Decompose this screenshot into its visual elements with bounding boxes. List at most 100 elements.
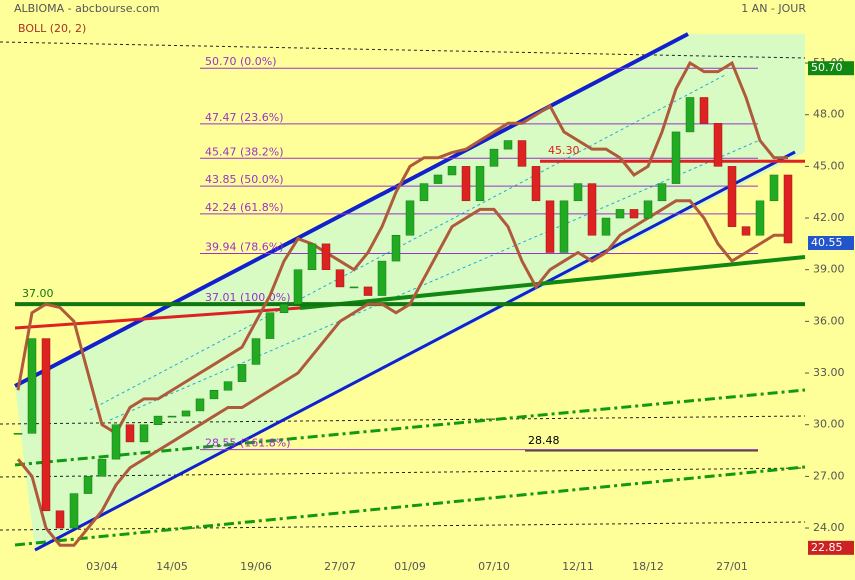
candle <box>237 364 247 382</box>
x-tick-label: 03/04 <box>86 560 118 573</box>
candle <box>405 200 415 236</box>
candle <box>615 209 625 219</box>
candle <box>153 415 163 425</box>
candle <box>629 209 639 219</box>
candle <box>517 140 527 167</box>
candle <box>139 424 149 443</box>
price-tag-label: 22.85 <box>811 541 843 554</box>
x-tick-label: 12/11 <box>562 560 594 573</box>
fib-label: 47.47 (23.6%) <box>205 111 284 124</box>
candle <box>601 217 611 236</box>
candle <box>433 174 443 184</box>
fib-label: 42.24 (61.8%) <box>205 201 284 214</box>
candle <box>559 200 569 253</box>
candle <box>195 398 205 412</box>
candle <box>643 200 653 219</box>
price-tag <box>808 540 854 555</box>
candle <box>13 433 23 435</box>
candle <box>97 458 107 477</box>
candle <box>209 390 219 400</box>
price-tag-label: 40.55 <box>811 236 843 249</box>
y-tick-label: 36.00 <box>813 314 845 327</box>
dashdot-line <box>14 388 806 467</box>
candle <box>713 123 723 167</box>
candle <box>657 183 667 202</box>
price-tag <box>808 236 854 251</box>
candle <box>503 140 513 150</box>
candle <box>419 183 429 202</box>
candle <box>531 166 541 202</box>
candle <box>181 410 191 417</box>
y-tick-label: 27.00 <box>813 469 845 482</box>
candle <box>741 226 751 236</box>
candle <box>363 286 373 296</box>
candle <box>349 286 359 289</box>
level-label: 37.00 <box>22 287 54 300</box>
candle <box>377 260 387 296</box>
candle <box>167 415 177 418</box>
candle <box>41 338 51 512</box>
fib-label: 43.85 (50.0%) <box>205 173 284 186</box>
x-tick-label: 07/10 <box>478 560 510 573</box>
y-tick-label: 30.00 <box>813 418 845 431</box>
level-label: 45.30 <box>548 144 580 157</box>
candle <box>55 510 65 529</box>
x-tick-label: 14/05 <box>156 560 188 573</box>
candle <box>727 166 737 227</box>
trend-line <box>14 306 301 330</box>
trend-line <box>34 150 796 552</box>
candle <box>69 493 79 529</box>
trend-line <box>299 255 806 310</box>
y-tick-label: 39.00 <box>813 263 845 276</box>
fib-label: 50.70 (0.0%) <box>205 55 277 68</box>
bollinger-band <box>16 60 788 436</box>
candle <box>251 338 261 365</box>
candle <box>489 148 499 167</box>
candle <box>573 183 583 202</box>
dotted-line <box>0 415 806 425</box>
y-tick-label: 48.00 <box>813 108 845 121</box>
dotted-line <box>0 41 806 59</box>
y-tick-label: 24.00 <box>813 521 845 534</box>
candle <box>125 424 135 443</box>
x-tick-label: 18/12 <box>632 560 664 573</box>
fib-label: 37.01 (100.0%) <box>205 291 291 304</box>
y-tick-label: 42.00 <box>813 211 845 224</box>
trend-line <box>14 32 689 388</box>
candle <box>391 235 401 262</box>
x-tick-label: 01/09 <box>394 560 426 573</box>
x-tick-label: 19/06 <box>240 560 272 573</box>
candle <box>83 476 93 494</box>
title: ALBIOMA - abcbourse.com <box>14 2 160 15</box>
candle <box>685 97 695 133</box>
candle <box>307 243 317 270</box>
candle <box>671 131 681 184</box>
candle <box>447 166 457 176</box>
dotted-line <box>0 467 806 478</box>
candle <box>279 303 289 314</box>
period: 1 AN - JOUR <box>741 2 806 15</box>
price-tag <box>808 61 854 76</box>
price-tag-label: 50.70 <box>811 61 843 74</box>
dashdot-line <box>14 465 806 547</box>
candle <box>335 269 345 288</box>
channel-fill <box>15 34 805 550</box>
candle <box>699 97 709 124</box>
dotted-line <box>0 521 806 531</box>
candle <box>545 200 555 253</box>
y-tick-label: 33.00 <box>813 366 845 379</box>
candle <box>223 381 233 391</box>
x-tick-label: 27/07 <box>324 560 356 573</box>
candle <box>293 269 303 305</box>
candle <box>475 166 485 202</box>
candle <box>461 166 471 202</box>
candle <box>769 174 779 202</box>
candle <box>265 312 275 339</box>
candle <box>111 424 121 460</box>
fib-label: 39.94 (78.6%) <box>205 241 284 254</box>
level-label: 28.48 <box>528 434 560 447</box>
candle <box>587 183 597 236</box>
x-axis-band <box>0 558 855 580</box>
